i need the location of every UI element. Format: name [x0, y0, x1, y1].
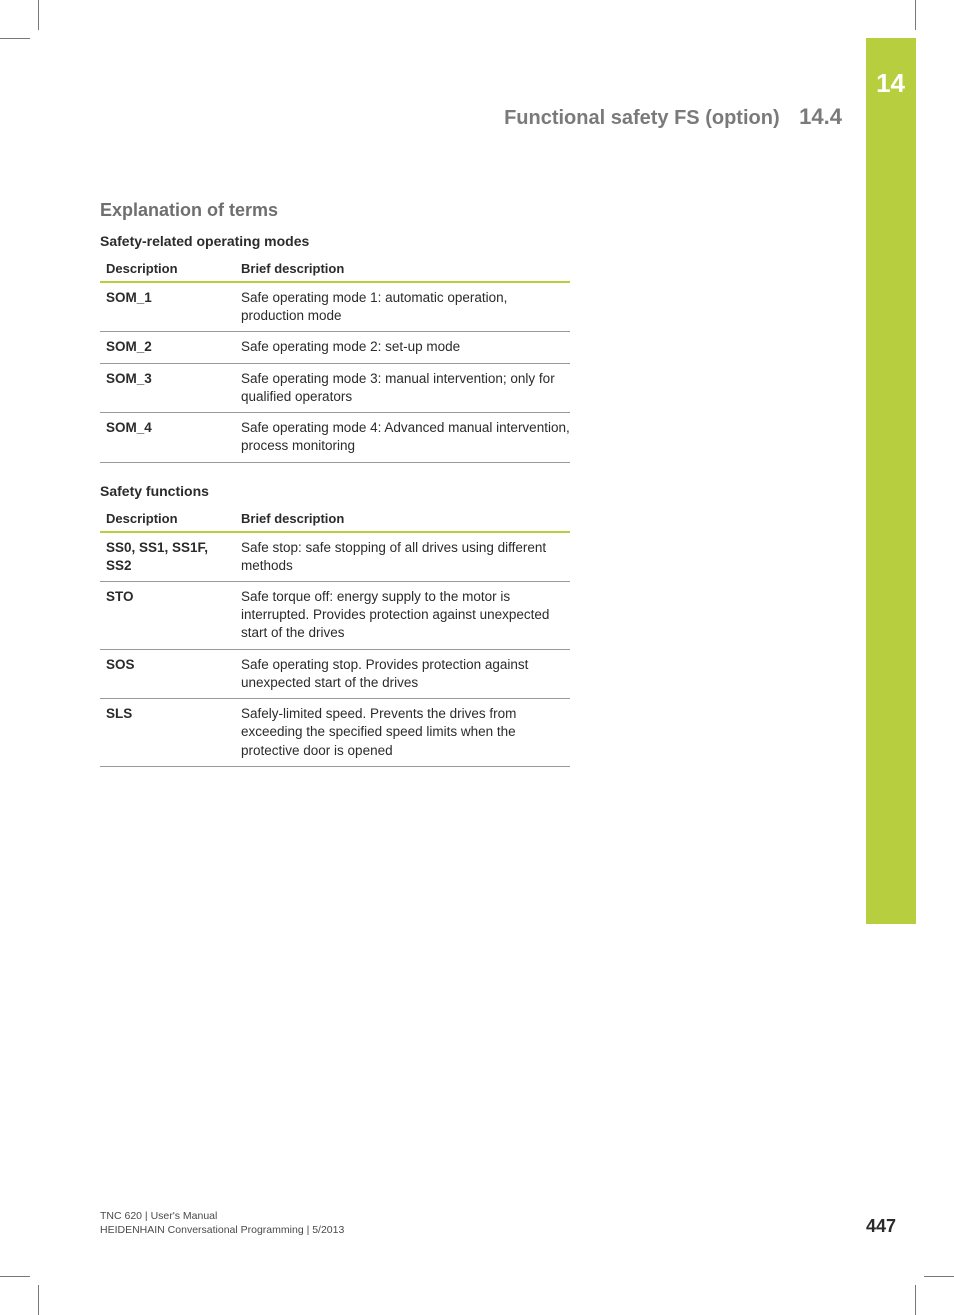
table-header: Brief description: [235, 505, 570, 532]
cell-desc: SOM_1: [100, 282, 235, 332]
crop-mark: [0, 38, 30, 39]
running-head-title: Functional safety FS (option): [504, 107, 780, 129]
heading-explanation: Explanation of terms: [100, 200, 570, 221]
cell-desc: SS0, SS1, SS1F, SS2: [100, 532, 235, 582]
table-caption: Safety-related operating modes: [100, 233, 570, 249]
table-header: Description: [100, 255, 235, 282]
table-row: SOM_2Safe operating mode 2: set-up mode: [100, 332, 570, 363]
cell-brief: Safe stop: safe stopping of all drives u…: [235, 532, 570, 582]
cell-desc: SOM_3: [100, 363, 235, 412]
cell-brief: Safe operating mode 3: manual interventi…: [235, 363, 570, 412]
table-row: SOM_4Safe operating mode 4: Advanced man…: [100, 413, 570, 462]
cell-desc: SLS: [100, 699, 235, 767]
crop-mark: [38, 1285, 39, 1315]
crop-mark: [0, 1276, 30, 1277]
table-header: Description: [100, 505, 235, 532]
cell-desc: STO: [100, 581, 235, 649]
table-row: SLSSafely-limited speed. Prevents the dr…: [100, 699, 570, 767]
footer: TNC 620 | User's Manual HEIDENHAIN Conve…: [100, 1209, 344, 1237]
cell-brief: Safe operating stop. Provides protection…: [235, 649, 570, 698]
chapter-number: 14: [876, 68, 905, 99]
table-operating-modes: Description Brief description SOM_1Safe …: [100, 255, 570, 463]
table-row: SOM_1Safe operating mode 1: automatic op…: [100, 282, 570, 332]
cell-brief: Safe operating mode 1: automatic operati…: [235, 282, 570, 332]
table-row: SS0, SS1, SS1F, SS2Safe stop: safe stopp…: [100, 532, 570, 582]
cell-desc: SOS: [100, 649, 235, 698]
page-number: 447: [866, 1216, 896, 1237]
table-row: STOSafe torque off: energy supply to the…: [100, 581, 570, 649]
crop-mark: [38, 0, 39, 30]
crop-mark: [915, 1285, 916, 1315]
chapter-tab: [866, 38, 916, 924]
footer-line-2: HEIDENHAIN Conversational Programming | …: [100, 1223, 344, 1237]
cell-brief: Safely-limited speed. Prevents the drive…: [235, 699, 570, 767]
page: 14 Functional safety FS (option) 14.4 Ex…: [0, 0, 954, 1315]
table-caption: Safety functions: [100, 483, 570, 499]
table-header: Brief description: [235, 255, 570, 282]
crop-mark: [915, 0, 916, 30]
table-row: SOSSafe operating stop. Provides protect…: [100, 649, 570, 698]
table-row: SOM_3Safe operating mode 3: manual inter…: [100, 363, 570, 412]
content: Explanation of terms Safety-related oper…: [100, 200, 570, 787]
footer-line-1: TNC 620 | User's Manual: [100, 1209, 344, 1223]
running-head-section: 14.4: [799, 104, 842, 129]
cell-brief: Safe torque off: energy supply to the mo…: [235, 581, 570, 649]
cell-desc: SOM_4: [100, 413, 235, 462]
running-head: Functional safety FS (option) 14.4: [504, 104, 842, 130]
crop-mark: [924, 1276, 954, 1277]
table-safety-functions: Description Brief description SS0, SS1, …: [100, 505, 570, 767]
cell-desc: SOM_2: [100, 332, 235, 363]
cell-brief: Safe operating mode 2: set-up mode: [235, 332, 570, 363]
cell-brief: Safe operating mode 4: Advanced manual i…: [235, 413, 570, 462]
